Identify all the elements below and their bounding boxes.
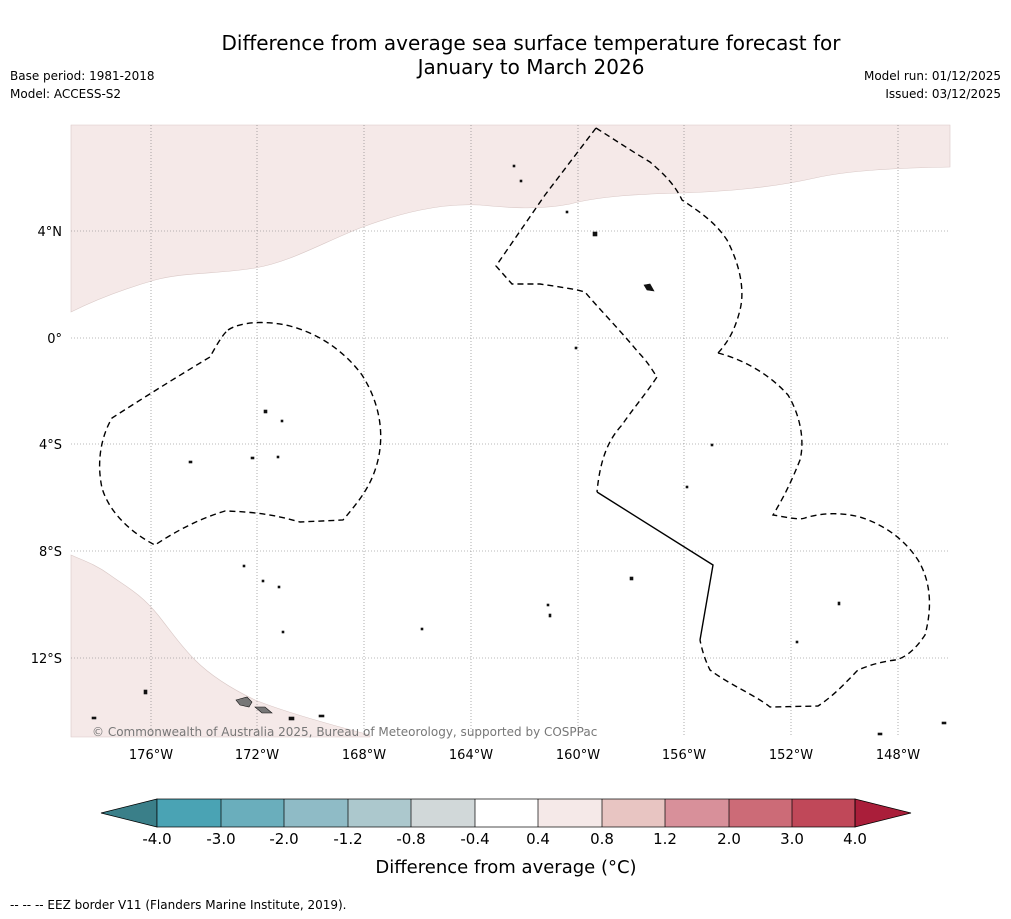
island — [288, 716, 295, 721]
lon-axis-labels: 176°W 172°W 168°W 164°W 160°W 156°W 152°… — [129, 748, 920, 763]
island-upolu — [235, 696, 253, 708]
colorbar-title: Difference from average (°C) — [375, 857, 636, 878]
lon-label: 148°W — [876, 748, 920, 763]
model-name: Model: ACCESS-S2 — [10, 87, 122, 101]
island — [277, 585, 281, 589]
colorbar-tick-labels: -4.0 -3.0 -2.0 -1.2 -0.8 -0.4 0.4 0.8 1.… — [142, 830, 867, 848]
eez-border-kiribati-west — [495, 127, 658, 493]
map-panel: © Commonwealth of Australia 2025, Bureau… — [70, 124, 951, 739]
map-title: Difference from average sea surface temp… — [0, 31, 1011, 79]
lon-label: 176°W — [129, 748, 173, 763]
colorbar-tick-label: -0.4 — [460, 830, 489, 848]
meta-left: Base period: 1981-2018 Model: ACCESS-S2 — [10, 67, 155, 103]
colorbar-tick-label: -2.0 — [269, 830, 298, 848]
eez-footnote: -- -- -- EEZ border V11 (Flanders Marine… — [10, 898, 347, 912]
island — [548, 613, 552, 618]
colorbar-arrow-high — [854, 798, 912, 828]
island — [276, 455, 280, 459]
colorbar-segment — [538, 799, 602, 827]
island — [281, 630, 285, 634]
island — [710, 443, 714, 447]
lat-axis-labels: 4°N 0° 4°S 8°S 12°S — [31, 225, 62, 667]
colorbar-tick-label: 3.0 — [780, 830, 804, 848]
meta-right: Model run: 01/12/2025 Issued: 03/12/2025 — [864, 67, 1001, 103]
lat-label: 8°S — [39, 545, 62, 560]
anomaly-region-north — [70, 124, 951, 313]
lon-gridlines — [150, 125, 899, 737]
island — [188, 460, 193, 464]
eez-borders — [98, 127, 931, 708]
colorbar-segment — [221, 799, 284, 827]
colorbar-tick-label: -0.8 — [396, 830, 425, 848]
island — [685, 485, 689, 489]
eez-border-tokelau — [98, 321, 382, 546]
model-run: Model run: 01/12/2025 — [863, 69, 1001, 83]
islands — [91, 164, 947, 736]
island-savaii — [254, 706, 273, 714]
island — [795, 640, 799, 644]
island — [242, 564, 246, 568]
lat-label: 0° — [47, 332, 62, 347]
copyright-text: © Commonwealth of Australia 2025, Bureau… — [92, 725, 597, 739]
colorbar-tick-label: -1.2 — [333, 830, 362, 848]
island — [512, 164, 516, 168]
title-line-2: January to March 2026 — [417, 55, 645, 79]
island — [565, 210, 569, 214]
island — [574, 346, 578, 350]
island — [261, 579, 265, 583]
island — [837, 601, 841, 606]
colorbar-tick-label: 0.8 — [590, 830, 614, 848]
colorbar-separators — [156, 798, 856, 828]
island — [519, 179, 523, 183]
lon-label: 172°W — [235, 748, 279, 763]
island — [629, 576, 634, 581]
colorbar-segment — [475, 799, 538, 827]
colorbar-segment — [602, 799, 665, 827]
island — [941, 721, 947, 725]
colorbar-segment — [792, 799, 855, 827]
colorbar-tick-label: 0.4 — [526, 830, 550, 848]
island — [250, 456, 255, 460]
colorbar-segment — [348, 799, 411, 827]
colorbar-segment — [665, 799, 729, 827]
island — [280, 419, 284, 423]
lon-label: 152°W — [769, 748, 813, 763]
lon-label: 156°W — [662, 748, 706, 763]
colorbar-tick-label: 2.0 — [717, 830, 741, 848]
island — [592, 231, 598, 237]
colorbar-arrow-low — [100, 798, 158, 828]
base-period: Base period: 1981-2018 — [10, 69, 155, 83]
colorbar-tick-label: 1.2 — [653, 830, 677, 848]
lat-gridlines — [71, 230, 950, 659]
lat-label: 12°S — [31, 652, 62, 667]
title-line-1: Difference from average sea surface temp… — [221, 31, 841, 55]
colorbar-tick-label: -3.0 — [206, 830, 235, 848]
lon-label: 160°W — [556, 748, 600, 763]
eez-border-cook-north — [699, 352, 931, 708]
island — [877, 732, 883, 736]
lon-label: 168°W — [342, 748, 386, 763]
colorbar-segment — [411, 799, 475, 827]
colorbar-segment — [284, 799, 348, 827]
colorbar-segment — [157, 799, 221, 827]
colorbar-tick-label: -4.0 — [142, 830, 171, 848]
colorbar-tick-label: 4.0 — [843, 830, 867, 848]
island-kiritimati — [643, 283, 655, 292]
island — [143, 689, 148, 695]
island — [263, 409, 268, 414]
colorbar-segment — [729, 799, 792, 827]
eez-border-kiribati-line — [595, 127, 743, 354]
lat-label: 4°S — [39, 438, 62, 453]
lat-label: 4°N — [38, 225, 63, 240]
issued-date: Issued: 03/12/2025 — [885, 87, 1001, 101]
lon-label: 164°W — [449, 748, 493, 763]
island — [546, 603, 550, 607]
island — [91, 716, 97, 720]
island — [318, 714, 325, 718]
colorbar: -4.0 -3.0 -2.0 -1.2 -0.8 -0.4 0.4 0.8 1.… — [100, 798, 912, 878]
eez-border-solid-segment — [596, 491, 714, 641]
island — [420, 627, 424, 631]
